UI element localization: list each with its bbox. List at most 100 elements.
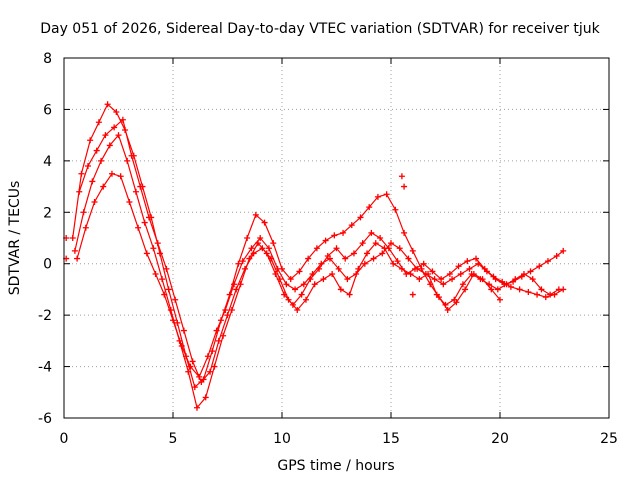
data-point xyxy=(377,235,384,241)
data-point xyxy=(388,240,394,247)
x-tick-label: 25 xyxy=(600,431,618,447)
series-line xyxy=(72,103,501,389)
data-point xyxy=(74,255,81,262)
data-point xyxy=(180,327,187,334)
data-point xyxy=(326,255,333,262)
data-point xyxy=(204,353,211,360)
data-point xyxy=(233,286,240,293)
data-point xyxy=(433,291,440,298)
data-point xyxy=(191,384,198,391)
data-point xyxy=(294,307,301,313)
data-point xyxy=(298,291,305,298)
data-point xyxy=(285,296,292,303)
data-point xyxy=(283,281,290,288)
data-point xyxy=(464,258,471,265)
data-point xyxy=(161,291,168,298)
data-point xyxy=(322,237,329,244)
data-point xyxy=(187,363,194,370)
data-point xyxy=(337,286,344,293)
x-tick-label: 0 xyxy=(60,431,69,447)
data-point xyxy=(115,132,122,139)
data-point xyxy=(87,137,94,144)
data-point xyxy=(553,253,560,259)
data-point xyxy=(475,260,482,267)
data-point xyxy=(527,268,534,275)
data-point xyxy=(547,291,554,298)
data-point xyxy=(355,265,362,272)
data-point xyxy=(211,363,218,370)
y-tick-label: 0 xyxy=(43,257,52,273)
data-point xyxy=(457,271,464,277)
data-point xyxy=(159,276,166,283)
data-point xyxy=(163,265,170,272)
y-tick-label: -2 xyxy=(38,308,52,324)
data-point xyxy=(268,255,275,262)
data-point xyxy=(431,276,438,283)
data-point xyxy=(141,219,148,226)
data-point xyxy=(555,286,562,293)
data-point xyxy=(331,232,338,239)
data-point xyxy=(560,247,567,254)
data-point xyxy=(100,183,107,190)
x-tick-label: 10 xyxy=(273,431,291,447)
data-point xyxy=(473,255,480,262)
x-axis-label: GPS time / hours xyxy=(277,458,394,474)
data-point xyxy=(261,219,268,226)
data-point xyxy=(93,147,100,154)
data-point xyxy=(146,214,153,221)
data-point xyxy=(503,281,510,288)
data-point xyxy=(407,271,414,277)
data-point xyxy=(340,229,347,236)
data-point xyxy=(150,245,157,252)
plot-frame xyxy=(63,57,610,419)
data-point xyxy=(359,240,366,247)
series-track-b xyxy=(71,132,567,411)
y-tick-label: -4 xyxy=(38,360,52,376)
data-point xyxy=(344,276,351,283)
data-point xyxy=(292,286,299,293)
data-point xyxy=(525,289,532,295)
data-point xyxy=(335,265,342,272)
data-point xyxy=(512,276,519,283)
data-point xyxy=(137,183,144,190)
data-point xyxy=(390,260,397,267)
data-point xyxy=(329,271,336,277)
data-point xyxy=(425,271,432,277)
data-point xyxy=(396,245,403,252)
data-point xyxy=(224,312,231,319)
series-track-c xyxy=(74,170,567,380)
data-point xyxy=(132,188,139,195)
data-point xyxy=(207,368,214,375)
data-point xyxy=(440,281,447,288)
data-point xyxy=(213,327,220,334)
data-point xyxy=(296,268,303,275)
data-point xyxy=(538,286,545,293)
data-point xyxy=(446,271,453,277)
data-point xyxy=(172,296,179,303)
data-point xyxy=(392,206,399,213)
series-track-a xyxy=(69,101,503,391)
data-point xyxy=(106,142,113,149)
data-point xyxy=(459,281,466,288)
data-point xyxy=(368,229,375,236)
data-point xyxy=(202,394,209,401)
data-point xyxy=(348,222,355,229)
data-point xyxy=(300,281,307,288)
data-point xyxy=(405,255,412,262)
data-point xyxy=(416,276,423,283)
data-point xyxy=(536,263,543,270)
data-point xyxy=(124,157,131,164)
data-point xyxy=(128,152,135,159)
data-point xyxy=(529,276,536,283)
data-point xyxy=(239,258,246,265)
y-tick-label: 4 xyxy=(43,154,52,170)
data-point xyxy=(414,265,421,272)
data-point xyxy=(104,101,111,108)
data-point xyxy=(477,276,484,283)
y-tick-label: 2 xyxy=(43,205,52,221)
data-point xyxy=(222,307,229,313)
data-point xyxy=(287,276,294,283)
y-axis-label: SDTVAR / TECUs xyxy=(7,181,23,296)
data-point xyxy=(542,294,549,301)
data-point xyxy=(372,240,379,247)
